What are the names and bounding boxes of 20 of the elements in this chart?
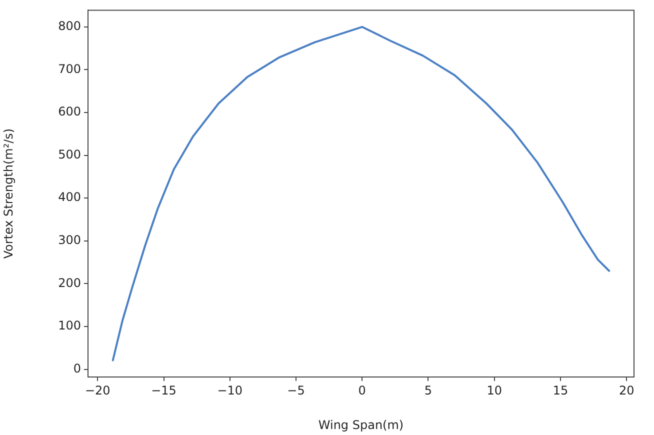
y-tick-label: 500 <box>58 147 81 162</box>
x-tick-label: 15 <box>552 383 568 398</box>
y-axis-title: Vortex Strength(m²/s) <box>1 128 16 259</box>
y-tick-label: 700 <box>58 62 81 76</box>
x-tick-label: 5 <box>424 383 432 398</box>
y-tick-label: 400 <box>58 190 81 204</box>
x-tick-label: 0 <box>358 383 366 398</box>
x-tick-label: 20 <box>618 383 634 398</box>
x-tick-label: −5 <box>287 383 305 398</box>
x-axis-title: Wing Span(m) <box>318 418 404 432</box>
y-tick-label: 300 <box>58 233 81 248</box>
x-tick-label: 10 <box>486 383 502 398</box>
x-tick-label: −20 <box>84 383 110 398</box>
y-tick-label: 800 <box>58 19 81 34</box>
x-tick-label: −10 <box>217 383 243 398</box>
x-tick-label: −15 <box>151 383 176 398</box>
y-tick-label: 200 <box>58 276 81 290</box>
y-tick-label: 100 <box>58 318 81 333</box>
y-tick-label: 0 <box>73 361 81 376</box>
y-tick-label: 600 <box>58 104 81 119</box>
